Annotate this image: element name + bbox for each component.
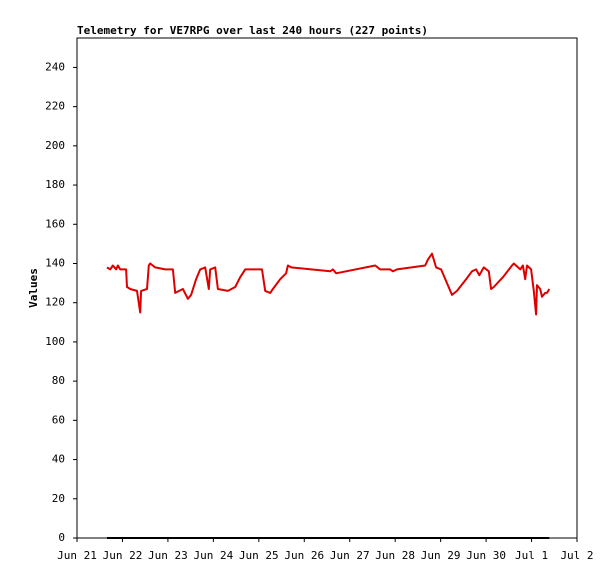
x-tick-label: Jul 1 bbox=[515, 549, 548, 562]
x-tick-label: Jun 29 bbox=[421, 549, 461, 562]
chart-title: Telemetry for VE7RPG over last 240 hours… bbox=[77, 24, 428, 37]
y-tick-label: 120 bbox=[45, 296, 65, 309]
y-tick-label: 160 bbox=[45, 217, 65, 230]
x-tick-label: Jul 2 bbox=[560, 549, 593, 562]
y-tick-label: 20 bbox=[52, 492, 65, 505]
x-tick-label: Jun 24 bbox=[193, 549, 233, 562]
y-tick-label: 180 bbox=[45, 178, 65, 191]
y-tick-label: 140 bbox=[45, 256, 65, 269]
y-axis-label: Values bbox=[27, 268, 40, 308]
x-tick-label: Jun 28 bbox=[375, 549, 415, 562]
y-tick-label: 100 bbox=[45, 335, 65, 348]
plot-frame bbox=[76, 37, 578, 539]
x-tick-label: Jun 22 bbox=[103, 549, 143, 562]
y-tick-label: 200 bbox=[45, 139, 65, 152]
x-tick-label: Jun 25 bbox=[239, 549, 279, 562]
y-tick-label: 40 bbox=[52, 453, 65, 466]
x-tick-label: Jun 30 bbox=[466, 549, 506, 562]
y-tick-label: 80 bbox=[52, 374, 65, 387]
y-tick-label: 220 bbox=[45, 100, 65, 113]
x-tick-label: Jun 21 bbox=[57, 549, 97, 562]
x-tick-label: Jun 26 bbox=[284, 549, 324, 562]
x-tick-label: Jun 27 bbox=[330, 549, 370, 562]
y-tick-label: 60 bbox=[52, 413, 65, 426]
y-tick-label: 0 bbox=[58, 531, 65, 544]
series-line bbox=[106, 252, 551, 316]
x-tick-label: Jun 23 bbox=[148, 549, 188, 562]
y-tick-label: 240 bbox=[45, 60, 65, 73]
